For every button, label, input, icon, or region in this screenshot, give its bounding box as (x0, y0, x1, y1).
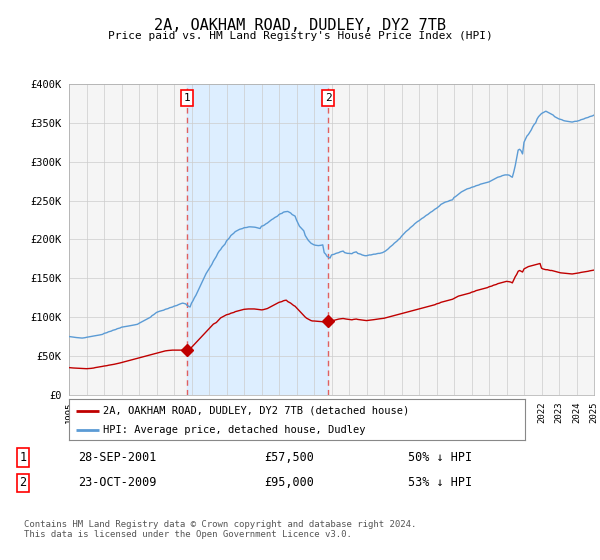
Text: 23-OCT-2009: 23-OCT-2009 (78, 476, 157, 489)
Text: 2A, OAKHAM ROAD, DUDLEY, DY2 7TB (detached house): 2A, OAKHAM ROAD, DUDLEY, DY2 7TB (detach… (103, 405, 409, 416)
Text: 53% ↓ HPI: 53% ↓ HPI (408, 476, 472, 489)
Text: Contains HM Land Registry data © Crown copyright and database right 2024.
This d: Contains HM Land Registry data © Crown c… (24, 520, 416, 539)
Text: HPI: Average price, detached house, Dudley: HPI: Average price, detached house, Dudl… (103, 424, 366, 435)
Text: £57,500: £57,500 (264, 451, 314, 464)
Text: 1: 1 (184, 93, 191, 103)
Text: Price paid vs. HM Land Registry's House Price Index (HPI): Price paid vs. HM Land Registry's House … (107, 31, 493, 41)
Text: 50% ↓ HPI: 50% ↓ HPI (408, 451, 472, 464)
Text: 2: 2 (19, 476, 26, 489)
Text: 2: 2 (325, 93, 331, 103)
Bar (187, 84, 328, 395)
Text: 2A, OAKHAM ROAD, DUDLEY, DY2 7TB: 2A, OAKHAM ROAD, DUDLEY, DY2 7TB (154, 18, 446, 33)
Text: 1: 1 (19, 451, 26, 464)
Text: £95,000: £95,000 (264, 476, 314, 489)
Text: 28-SEP-2001: 28-SEP-2001 (78, 451, 157, 464)
